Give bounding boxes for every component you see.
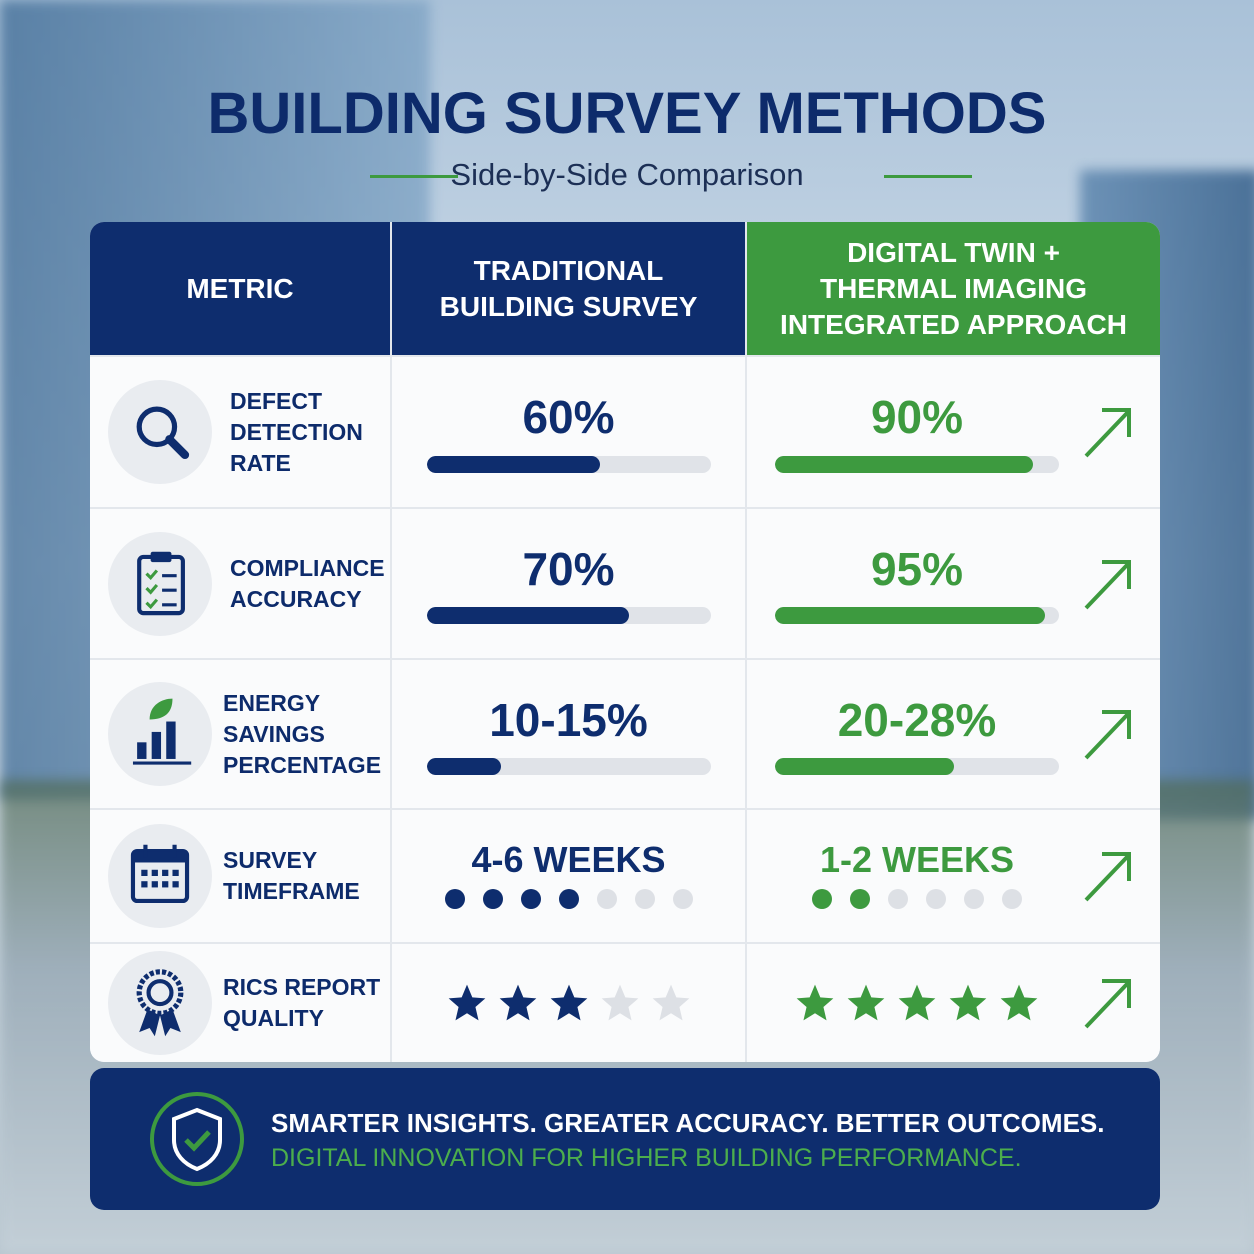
digital-cell: 90%	[747, 357, 1160, 507]
dot	[634, 889, 655, 910]
progress-track	[775, 607, 1059, 625]
dot	[926, 889, 946, 910]
dot	[672, 889, 693, 910]
dot	[850, 889, 870, 910]
digital-cell: 20-28%	[747, 660, 1160, 808]
progress-bar	[775, 607, 1045, 625]
star	[598, 981, 642, 1025]
trend-arrow	[1080, 973, 1136, 1038]
value-label: 60%	[522, 391, 615, 443]
progress-bar	[775, 456, 1034, 473]
traditional-cell: 60%	[392, 357, 745, 507]
digital-cell: 1-2 WEEKS	[747, 810, 1160, 942]
rating-dots	[747, 889, 1087, 910]
metric-icon	[108, 824, 212, 928]
rating-stars	[747, 981, 1087, 1025]
star	[946, 981, 990, 1025]
star	[547, 981, 591, 1025]
star	[445, 981, 489, 1025]
trend-arrow	[1080, 402, 1136, 467]
footer-banner: SMARTER INSIGHTS. GREATER ACCURACY. BETT…	[90, 1068, 1160, 1210]
trend-arrow	[1080, 704, 1136, 769]
dot	[558, 889, 579, 910]
star	[496, 981, 540, 1025]
value-label: 4-6 WEEKS	[471, 839, 666, 881]
decor-line	[370, 175, 458, 178]
dot	[596, 889, 617, 910]
value-label: 90%	[870, 391, 964, 443]
traditional-cell: 70%	[392, 509, 745, 658]
title: BUILDING SURVEY METHODS	[207, 81, 1047, 146]
dot	[1002, 889, 1022, 910]
star	[895, 981, 939, 1025]
metric-label: COMPLIANCE ACCURACY	[230, 554, 385, 612]
value-label: 95%	[870, 542, 964, 595]
dot	[812, 889, 832, 910]
traditional-cell: 10-15%	[392, 660, 745, 808]
digital-cell	[747, 944, 1160, 1062]
star	[844, 981, 888, 1025]
traditional-cell: 4-6 WEEKS	[392, 810, 745, 942]
progress-track	[775, 757, 1059, 775]
trend-arrow	[1080, 846, 1136, 911]
progress-track	[427, 757, 711, 775]
subtitle: Side-by-Side Comparison	[450, 157, 804, 192]
dot	[482, 889, 503, 910]
rating-dots	[392, 889, 745, 910]
comparison-table: METRIC TRADITIONAL BUILDING SURVEY DIGIT…	[90, 222, 1160, 1062]
value-label: 70%	[522, 542, 615, 595]
metric-icon	[108, 531, 212, 636]
progress-bar	[427, 607, 629, 625]
shield-icon	[150, 1092, 244, 1186]
metric-label: DEFECT DETECTION RATE	[230, 387, 363, 476]
star	[793, 981, 837, 1025]
progress-bar	[427, 456, 601, 473]
dot	[888, 889, 908, 910]
column-header: METRIC	[90, 222, 390, 355]
column-header: DIGITAL TWIN + THERMAL IMAGING INTEGRATE…	[747, 222, 1160, 355]
footer-tagline: DIGITAL INNOVATION FOR HIGHER BUILDING P…	[271, 1144, 1022, 1172]
metric-icon	[108, 951, 212, 1055]
value-label: 20-28%	[837, 693, 997, 746]
dot	[964, 889, 984, 910]
footer-headline: SMARTER INSIGHTS. GREATER ACCURACY. BETT…	[271, 1108, 1105, 1138]
digital-cell: 95%	[747, 509, 1160, 658]
progress-track	[775, 456, 1059, 473]
star	[997, 981, 1041, 1025]
progress-bar	[775, 757, 954, 775]
metric-label: SURVEY TIMEFRAME	[223, 847, 360, 904]
progress-track	[427, 607, 711, 625]
decor-line	[884, 175, 972, 178]
traditional-cell	[392, 944, 745, 1062]
dot	[444, 889, 465, 910]
trend-arrow	[1080, 554, 1136, 619]
value-label: 1-2 WEEKS	[819, 839, 1015, 881]
metric-icon	[108, 682, 212, 786]
metric-icon	[108, 380, 212, 484]
column-header: TRADITIONAL BUILDING SURVEY	[392, 222, 745, 355]
metric-label: ENERGY SAVINGS PERCENTAGE	[223, 689, 382, 778]
metric-label: RICS REPORT QUALITY	[223, 974, 381, 1031]
rating-stars	[392, 981, 745, 1025]
progress-bar	[427, 757, 501, 775]
star	[649, 981, 693, 1025]
dot	[520, 889, 541, 910]
progress-track	[427, 456, 711, 473]
value-label: 10-15%	[489, 693, 648, 746]
